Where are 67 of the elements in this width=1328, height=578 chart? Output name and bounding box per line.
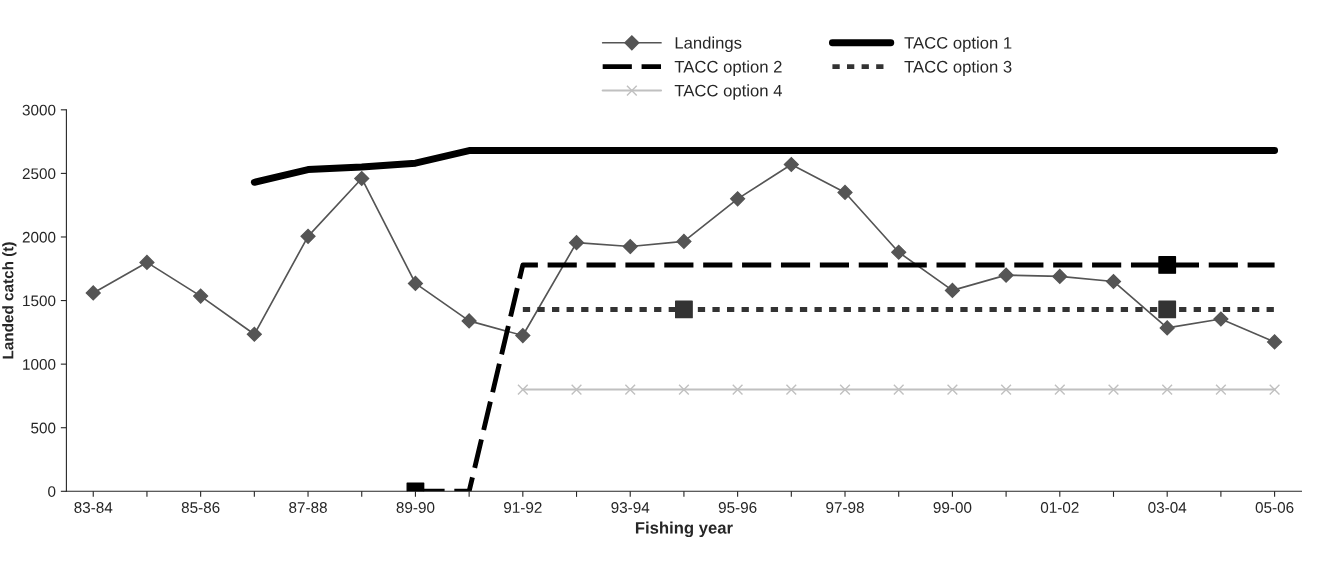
x-tick-label: 83-84	[74, 502, 113, 513]
point	[461, 313, 477, 329]
point	[1158, 300, 1177, 319]
x-tick-label: 93-94	[611, 502, 650, 513]
point	[193, 288, 209, 304]
point	[568, 235, 585, 251]
x-tick-label: 01-02	[1040, 502, 1079, 513]
point	[1269, 384, 1281, 396]
point	[944, 282, 960, 298]
point	[730, 191, 746, 207]
point	[85, 285, 101, 301]
point	[515, 327, 531, 344]
point	[1215, 384, 1227, 396]
legend-label: TACC option 4	[674, 84, 782, 100]
y-tick-label: 1500	[23, 295, 56, 307]
y-tick-label: 1000	[23, 359, 56, 370]
point	[946, 384, 958, 396]
point	[622, 238, 638, 255]
x-tick-label: 87-88	[289, 502, 327, 513]
point	[732, 384, 744, 396]
point	[1105, 273, 1122, 290]
point	[891, 244, 907, 260]
y-tick-label: 500	[31, 422, 56, 434]
point	[1052, 268, 1068, 284]
point	[839, 384, 851, 396]
point	[1107, 384, 1120, 396]
point	[676, 233, 692, 250]
x-tick-label: 03-04	[1148, 502, 1187, 513]
point	[354, 170, 370, 187]
point	[246, 326, 262, 342]
point	[998, 267, 1014, 283]
point	[675, 300, 693, 319]
x-tick-label: 91-92	[504, 502, 542, 513]
point	[1267, 334, 1283, 350]
x-tick-label: 99-00	[933, 502, 972, 513]
point	[1159, 320, 1175, 336]
point	[1158, 256, 1177, 274]
point	[570, 384, 583, 396]
point	[1000, 384, 1012, 396]
point	[678, 384, 690, 396]
point	[785, 384, 797, 396]
point	[139, 254, 155, 270]
x-tick-label: 89-90	[396, 502, 435, 513]
point	[624, 384, 636, 396]
legend-label: TACC option 3	[904, 60, 1012, 76]
point	[837, 184, 853, 201]
point	[893, 384, 905, 396]
y-tick-label: 3000	[22, 104, 56, 116]
legend-label: TACC option 1	[904, 36, 1012, 53]
point	[300, 228, 316, 244]
x-axis-title: Fishing year	[635, 521, 733, 538]
y-axis-title: Landed catch (t)	[2, 242, 17, 359]
point	[407, 275, 424, 291]
point	[1213, 311, 1229, 327]
point	[1161, 384, 1173, 396]
legend-label: Landings	[675, 36, 742, 53]
y-tick-label: 2000	[22, 231, 56, 243]
x-tick-label: 85-86	[181, 502, 220, 513]
point	[517, 384, 529, 396]
legend-label: TACC option 2	[674, 60, 782, 76]
x-tick-label: 95-96	[718, 502, 757, 513]
y-tick-label: 2500	[22, 168, 56, 180]
x-tick-label: 05-06	[1255, 502, 1294, 513]
point	[1054, 384, 1066, 396]
x-tick-label: 97-98	[826, 502, 864, 513]
y-tick-label: 0	[48, 486, 56, 497]
point	[783, 156, 799, 173]
